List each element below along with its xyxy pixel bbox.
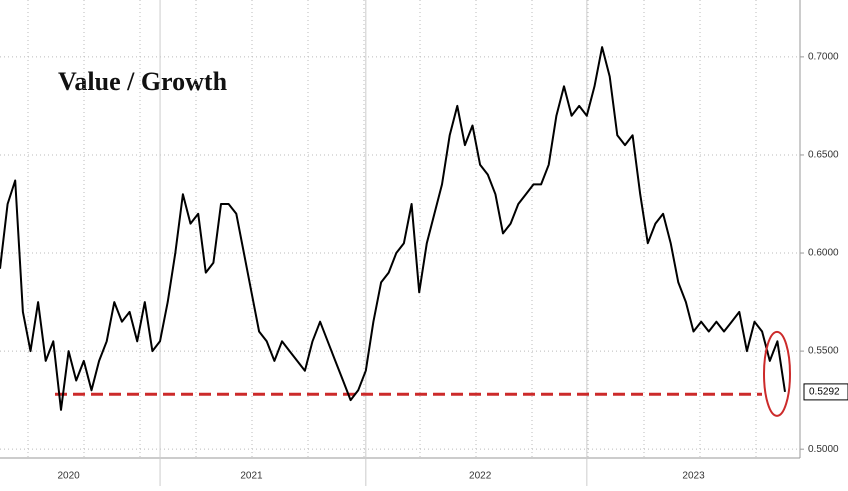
last-value-box [803, 383, 848, 401]
last-value-label: 0.5292 [809, 387, 840, 398]
highlight-circle [763, 330, 791, 417]
chart-title: Value / Growth [58, 67, 228, 96]
y-tick-label: 0.6000 [808, 248, 839, 259]
x-tick-label: 2021 [240, 471, 263, 482]
y-tick-label: 0.5000 [808, 444, 839, 455]
x-tick-label: 2020 [57, 471, 80, 482]
x-tick-label: 2022 [469, 471, 492, 482]
y-tick-label: 0.5500 [808, 346, 839, 357]
line-series [0, 46, 786, 411]
y-tick-label: 0.6500 [808, 150, 839, 161]
y-tick-label: 0.7000 [808, 52, 839, 63]
x-tick-label: 2023 [682, 471, 705, 482]
